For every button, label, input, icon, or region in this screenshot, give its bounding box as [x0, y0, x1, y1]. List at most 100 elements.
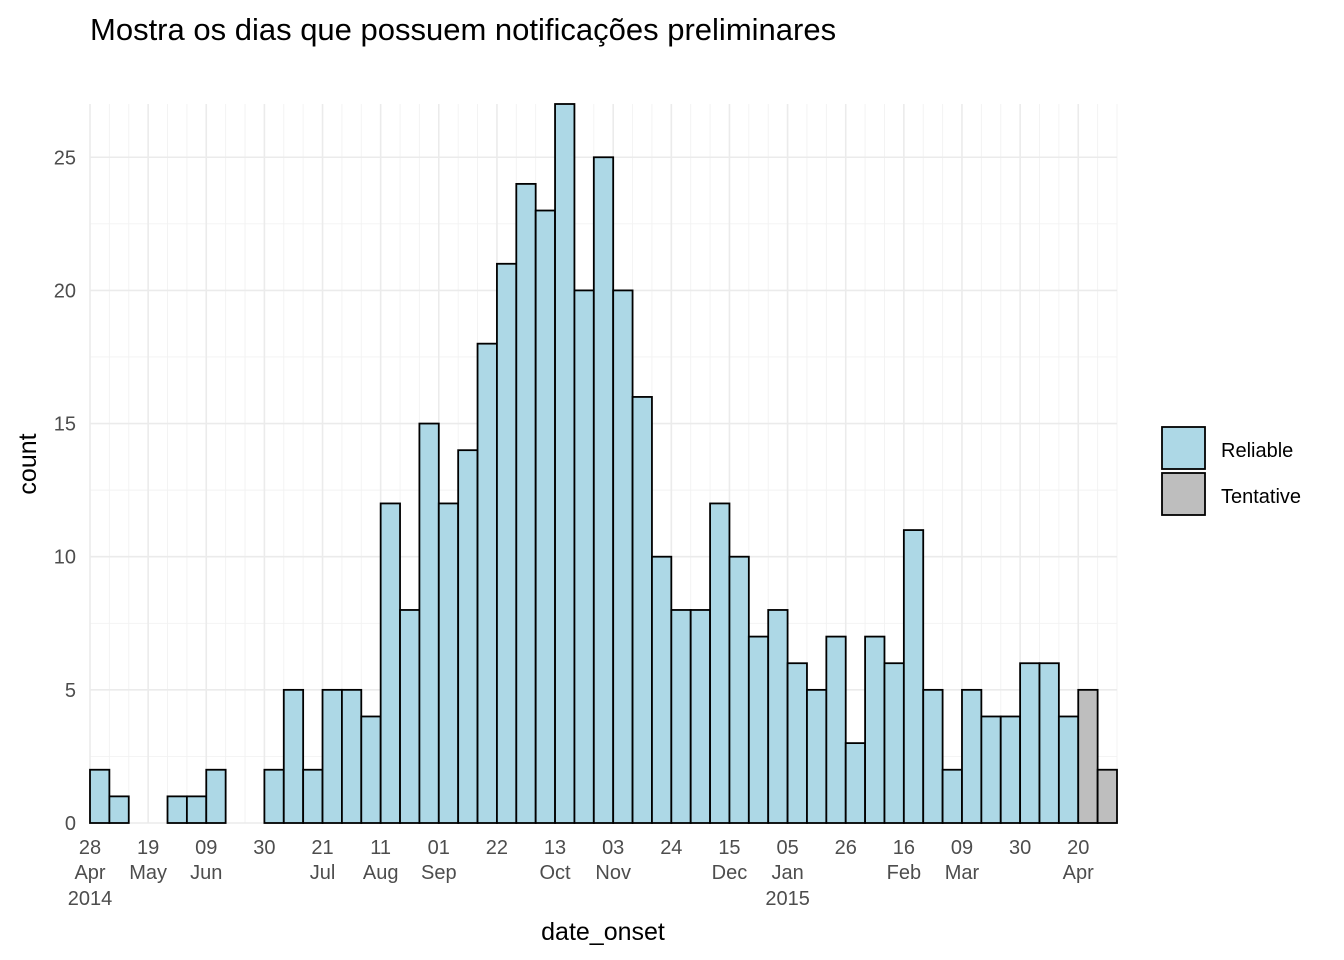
x-tick-label: 21	[311, 837, 333, 859]
bar-reliable	[941, 768, 963, 824]
bar-reliable	[612, 289, 634, 824]
x-tick-label: 15	[718, 837, 740, 859]
x-tick-label: Mar	[945, 862, 980, 884]
bar-reliable	[1057, 715, 1080, 824]
bar-reliable	[670, 609, 692, 824]
legend-key-reliable	[1161, 426, 1206, 470]
bar-reliable	[108, 795, 130, 824]
legend: Reliable Tentative	[1161, 426, 1301, 516]
y-tick-label: 0	[65, 813, 76, 835]
bar-reliable	[166, 795, 188, 824]
bar-reliable	[185, 795, 208, 824]
bar-reliable	[534, 209, 556, 824]
bar-reliable	[302, 768, 324, 824]
x-tick-label: Oct	[539, 862, 571, 884]
x-tick-label: May	[129, 862, 167, 884]
bar-reliable	[360, 715, 382, 824]
x-tick-label: Sep	[421, 862, 457, 884]
bar-reliable	[806, 688, 828, 824]
bar-reliable	[341, 688, 363, 824]
legend-label-reliable: Reliable	[1221, 440, 1293, 462]
bar-reliable	[961, 688, 983, 824]
x-tick-label: Apr	[1063, 862, 1094, 884]
bar-reliable	[999, 715, 1022, 824]
x-tick-label: 11	[370, 837, 391, 859]
x-axis-ticks: 28 Apr 2014 19 May 09 Jun 30 21 Jul 11 Aug 01 Sep 22 13…	[68, 837, 1094, 910]
bar-reliable	[689, 609, 711, 824]
x-tick-label: 2015	[765, 888, 810, 910]
x-tick-label: 09	[195, 837, 217, 859]
x-tick-label: 30	[1009, 837, 1031, 859]
chart-title: Mostra os dias que possuem notificações …	[90, 12, 836, 47]
x-tick-label: Jun	[190, 862, 222, 884]
x-tick-label: 30	[253, 837, 275, 859]
bar-reliable	[709, 502, 731, 824]
x-tick-label: Feb	[887, 862, 921, 884]
y-axis-ticks: 0 5 10 15 20 25	[54, 147, 76, 835]
legend-label-tentative: Tentative	[1221, 486, 1301, 508]
bar-reliable	[282, 688, 305, 824]
bar-reliable	[922, 688, 944, 824]
bar-reliable	[437, 502, 460, 824]
x-tick-label: 05	[776, 837, 798, 859]
x-tick-label: 16	[893, 837, 915, 859]
x-tick-label: 20	[1067, 837, 1089, 859]
bar-reliable	[864, 635, 886, 824]
bar-reliable	[1038, 662, 1060, 824]
bar-reliable	[592, 156, 615, 824]
legend-key-tentative	[1161, 472, 1206, 516]
x-tick-label: 19	[137, 837, 159, 859]
x-tick-label: Apr	[74, 862, 105, 884]
y-tick-label: 10	[54, 547, 76, 569]
x-tick-label: 13	[544, 837, 566, 859]
bar-reliable	[263, 768, 285, 824]
bar-reliable	[786, 662, 808, 824]
x-tick-label: 26	[835, 837, 857, 859]
x-tick-label: Jan	[771, 862, 803, 884]
y-tick-label: 20	[54, 280, 76, 302]
bar-reliable	[554, 103, 576, 824]
bar-reliable	[651, 555, 673, 824]
bar-reliable	[457, 449, 479, 824]
bar-reliable	[418, 422, 440, 824]
bar-reliable	[883, 662, 905, 824]
x-tick-label: Nov	[595, 862, 631, 884]
x-tick-label: Aug	[363, 862, 399, 884]
x-tick-label: 24	[660, 837, 682, 859]
bar-reliable	[728, 555, 750, 824]
bar-reliable	[321, 688, 343, 824]
bar-reliable	[902, 529, 925, 824]
bar-reliable	[205, 768, 227, 824]
x-tick-label: Dec	[712, 862, 748, 884]
x-tick-label: 28	[79, 837, 101, 859]
bar-reliable	[573, 289, 595, 824]
y-tick-label: 25	[54, 147, 76, 169]
x-tick-label: 09	[951, 837, 973, 859]
x-tick-label: 22	[486, 837, 508, 859]
bar-reliable	[844, 742, 866, 824]
bar-reliable	[515, 182, 537, 824]
y-tick-label: 5	[65, 680, 76, 702]
x-axis-title: date_onset	[541, 918, 665, 946]
x-tick-label: 03	[602, 837, 624, 859]
x-tick-label: 2014	[68, 888, 113, 910]
bar-reliable	[476, 342, 498, 824]
bar-reliable	[631, 396, 653, 824]
bar-reliable	[747, 635, 770, 824]
bar-reliable	[89, 768, 111, 824]
x-tick-label: 01	[428, 837, 450, 859]
bar-reliable	[496, 262, 518, 824]
bars	[89, 103, 1118, 824]
bar-reliable	[980, 715, 1002, 824]
bar-tentative	[1077, 688, 1099, 824]
y-axis-title: count	[14, 433, 42, 494]
x-tick-label: Jul	[310, 862, 336, 884]
bar-reliable	[825, 635, 847, 824]
bar-reliable	[1019, 662, 1041, 824]
y-tick-label: 15	[54, 414, 76, 436]
bar-reliable	[379, 502, 401, 824]
bar-reliable	[767, 609, 789, 824]
bar-tentative	[1096, 768, 1118, 824]
bar-reliable	[399, 609, 421, 824]
